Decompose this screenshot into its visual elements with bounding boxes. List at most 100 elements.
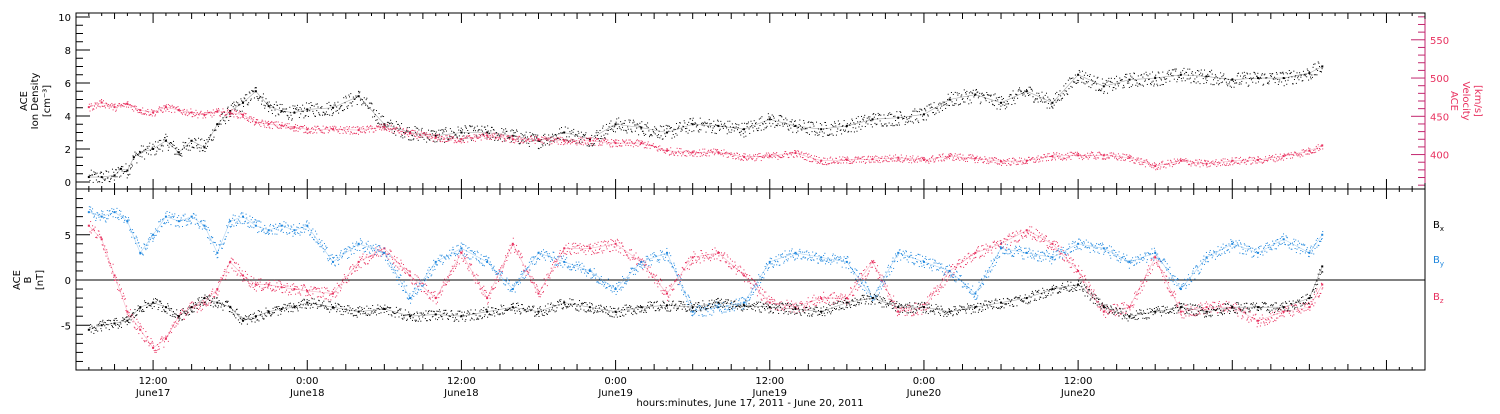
velocity-sample xyxy=(130,104,131,105)
density-sample xyxy=(941,103,942,104)
velocity-point xyxy=(383,126,385,128)
velocity-sample xyxy=(176,107,177,108)
density-sample xyxy=(289,107,290,108)
velocity-sample xyxy=(93,109,94,110)
velocity-sample xyxy=(323,126,324,127)
velocity-sample xyxy=(743,160,744,161)
velocity-sample xyxy=(348,131,349,132)
bz-sample xyxy=(628,257,629,258)
density-sample xyxy=(613,131,614,132)
density-sample xyxy=(458,127,459,128)
velocity-sample xyxy=(766,153,767,154)
velocity-sample xyxy=(1036,160,1037,161)
density-sample xyxy=(813,124,814,125)
velocity-sample xyxy=(837,161,838,162)
density-sample xyxy=(689,130,690,131)
density-sample xyxy=(1043,97,1044,98)
bz-sample xyxy=(256,291,257,292)
density-sample xyxy=(753,130,754,131)
bz-sample xyxy=(223,275,224,276)
density-sample xyxy=(1195,72,1196,73)
bz-sample xyxy=(111,267,112,268)
density-sample xyxy=(1309,74,1310,75)
velocity-sample xyxy=(166,104,167,105)
density-sample xyxy=(1083,82,1084,83)
bz-sample xyxy=(637,258,638,259)
bz-sample xyxy=(359,257,360,258)
velocity-sample xyxy=(1317,148,1318,149)
velocity-sample xyxy=(952,160,953,161)
velocity-sample xyxy=(1226,165,1227,166)
bz-sample xyxy=(302,288,303,289)
velocity-sample xyxy=(1293,155,1294,156)
velocity-sample xyxy=(630,145,631,146)
density-sample xyxy=(961,94,962,95)
density-sample xyxy=(1166,78,1167,79)
density-sample xyxy=(358,91,359,92)
velocity-sample xyxy=(199,114,200,115)
density-sample xyxy=(746,123,747,124)
density-sample xyxy=(787,126,788,127)
bz-sample xyxy=(559,253,560,254)
bz-sample xyxy=(580,250,581,251)
velocity-sample xyxy=(557,142,558,143)
density-sample xyxy=(509,137,510,138)
velocity-sample xyxy=(1132,160,1133,161)
velocity-sample xyxy=(1074,154,1075,155)
velocity-sample xyxy=(438,139,439,140)
velocity-sample xyxy=(158,108,159,109)
density-sample xyxy=(687,124,688,125)
velocity-sample xyxy=(1019,157,1020,158)
density-sample xyxy=(798,127,799,128)
density-sample xyxy=(1306,76,1307,77)
velocity-sample xyxy=(494,133,495,134)
density-sample xyxy=(133,155,134,156)
density-sample xyxy=(109,181,110,182)
bz-sample xyxy=(181,313,182,314)
velocity-sample xyxy=(1214,164,1215,165)
velocity-sample xyxy=(432,137,433,138)
velocity-sample xyxy=(1008,163,1009,164)
velocity-sample xyxy=(126,107,127,108)
density-sample xyxy=(806,132,807,133)
velocity-sample xyxy=(721,150,722,151)
velocity-sample xyxy=(806,153,807,154)
bz-sample xyxy=(503,267,504,268)
density-point xyxy=(1206,75,1208,77)
density-sample xyxy=(441,138,442,139)
velocity-sample xyxy=(499,137,500,138)
velocity-sample xyxy=(1158,167,1159,168)
velocity-sample xyxy=(1288,153,1289,154)
velocity-sample xyxy=(267,125,268,126)
density-sample xyxy=(952,105,953,106)
bz-sample xyxy=(449,275,450,276)
density-sample xyxy=(438,130,439,131)
density-sample xyxy=(1161,80,1162,81)
density-sample xyxy=(91,170,92,171)
velocity-sample xyxy=(443,137,444,138)
bz-sample xyxy=(560,250,561,251)
velocity-sample xyxy=(1130,155,1131,156)
velocity-sample xyxy=(848,160,849,161)
density-sample xyxy=(767,126,768,127)
velocity-sample xyxy=(660,150,661,151)
field-tick-label: 5 xyxy=(65,231,71,242)
bz-sample xyxy=(252,283,253,284)
velocity-sample xyxy=(217,110,218,111)
density-sample xyxy=(169,143,170,144)
velocity-sample xyxy=(279,124,280,125)
bz-sample xyxy=(95,227,96,228)
velocity-sample xyxy=(324,133,325,134)
density-sample xyxy=(894,125,895,126)
velocity-sample xyxy=(1279,157,1280,158)
velocity-sample xyxy=(428,138,429,139)
velocity-sample xyxy=(916,158,917,159)
density-sample xyxy=(665,136,666,137)
density-sample xyxy=(1318,61,1319,62)
density-sample xyxy=(1318,63,1319,64)
bz-sample xyxy=(565,253,566,254)
density-sample xyxy=(1263,84,1264,85)
velocity-sample xyxy=(165,105,166,106)
bz-sample xyxy=(514,252,515,253)
velocity-sample xyxy=(269,128,270,129)
